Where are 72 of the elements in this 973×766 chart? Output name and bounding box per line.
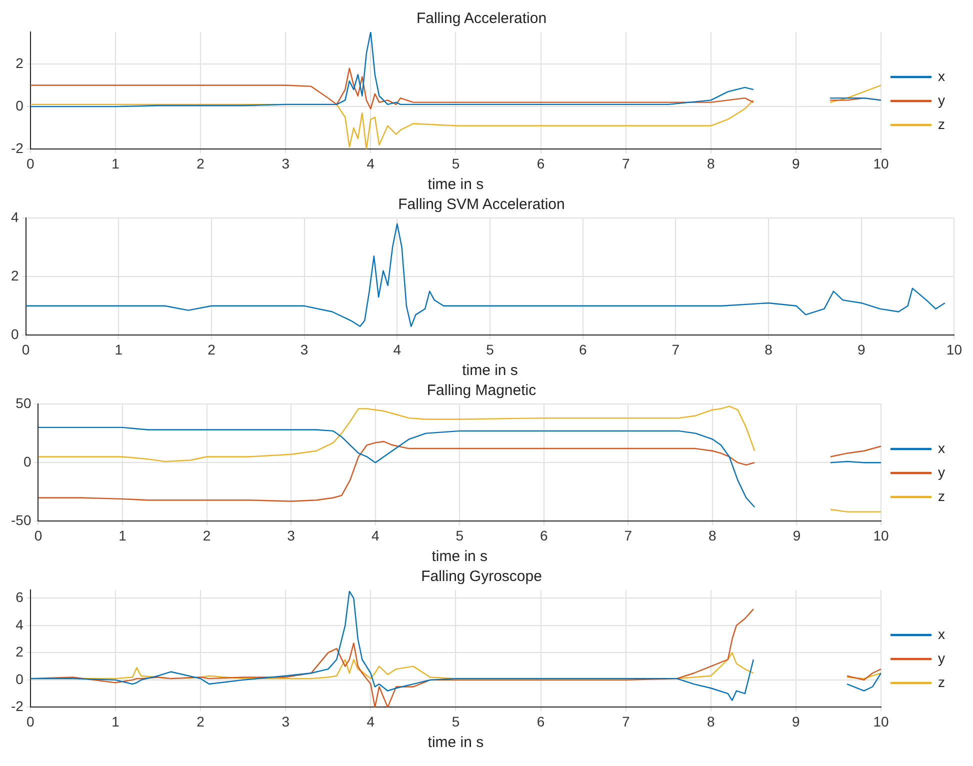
x-tick-label: 4 <box>366 713 375 730</box>
chart-title: Falling Gyroscope <box>421 568 542 586</box>
x-tick-label: 10 <box>873 713 889 730</box>
legend-label: x <box>938 440 945 456</box>
x-axis-title: time in s <box>428 176 484 194</box>
chart-title: Falling Acceleration <box>416 10 547 28</box>
legend-label: y <box>938 464 945 480</box>
x-axis-title: time in s <box>428 734 484 752</box>
legend-label: x <box>938 626 945 642</box>
legend-label: y <box>938 92 945 108</box>
x-tick-label: 1 <box>112 155 120 172</box>
y-tick-label: 0 <box>10 326 19 342</box>
y-tick-label: 0 <box>16 97 24 114</box>
x-tick-label: 0 <box>34 527 42 544</box>
x-tick-label: 4 <box>366 155 375 172</box>
legend-label: z <box>938 488 945 504</box>
x-tick-label: 4 <box>393 341 402 358</box>
x-tick-label: 1 <box>118 527 127 544</box>
y-tick-label: 2 <box>16 54 24 71</box>
x-tick-label: 10 <box>946 341 962 358</box>
x-tick-label: 6 <box>536 713 545 730</box>
x-tick-label: 10 <box>873 527 889 544</box>
legend-label: y <box>938 650 945 666</box>
y-tick-label: 2 <box>10 267 19 284</box>
x-tick-label: 6 <box>578 341 587 358</box>
y-tick-label: 2 <box>16 644 24 660</box>
legend-label: x <box>938 68 945 84</box>
legend-label: z <box>938 674 945 690</box>
x-tick-label: 3 <box>282 155 290 172</box>
y-tick-label: -2 <box>10 140 24 156</box>
x-tick-label: 6 <box>540 527 548 544</box>
x-tick-label: 10 <box>873 155 889 172</box>
y-tick-label: -2 <box>10 698 24 714</box>
chart-title: Falling Magnetic <box>426 382 537 400</box>
x-tick-label: 8 <box>708 527 717 544</box>
x-tick-label: 3 <box>300 341 308 358</box>
x-tick-label: 5 <box>452 713 460 730</box>
x-tick-label: 7 <box>622 155 630 172</box>
x-tick-label: 3 <box>282 713 290 730</box>
legend-label: z <box>938 116 945 132</box>
x-tick-label: 1 <box>112 713 120 730</box>
x-tick-label: 6 <box>536 155 545 172</box>
x-tick-label: 9 <box>792 527 801 544</box>
y-tick-label: 0 <box>23 453 32 470</box>
x-tick-label: 8 <box>706 713 715 730</box>
x-tick-label: 9 <box>857 341 866 358</box>
y-tick-label: 50 <box>16 394 32 411</box>
y-tick-label: 4 <box>16 616 24 632</box>
x-tick-label: 5 <box>452 155 460 172</box>
y-tick-label: 6 <box>16 589 24 606</box>
x-tick-label: 1 <box>114 341 123 358</box>
x-axis-title: time in s <box>462 362 518 380</box>
x-axis-title: time in s <box>432 548 488 566</box>
x-tick-label: 7 <box>624 527 632 544</box>
x-tick-label: 7 <box>672 341 680 358</box>
y-tick-label: 0 <box>16 670 24 687</box>
x-tick-label: 9 <box>792 713 800 730</box>
x-tick-label: 2 <box>196 713 205 730</box>
x-tick-label: 4 <box>371 527 380 544</box>
x-tick-label: 5 <box>456 527 464 544</box>
y-tick-label: 4 <box>10 208 19 225</box>
y-tick-label: -50 <box>11 512 32 528</box>
x-tick-label: 8 <box>764 341 773 358</box>
x-tick-label: 2 <box>208 341 216 358</box>
x-tick-label: 2 <box>202 527 211 544</box>
x-tick-label: 2 <box>196 155 205 172</box>
x-tick-label: 8 <box>706 155 715 172</box>
chart-title: Falling SVM Acceleration <box>398 196 565 214</box>
x-tick-label: 3 <box>287 527 296 544</box>
x-tick-label: 9 <box>792 155 800 172</box>
x-tick-label: 5 <box>486 341 494 358</box>
x-tick-label: 7 <box>622 713 630 730</box>
